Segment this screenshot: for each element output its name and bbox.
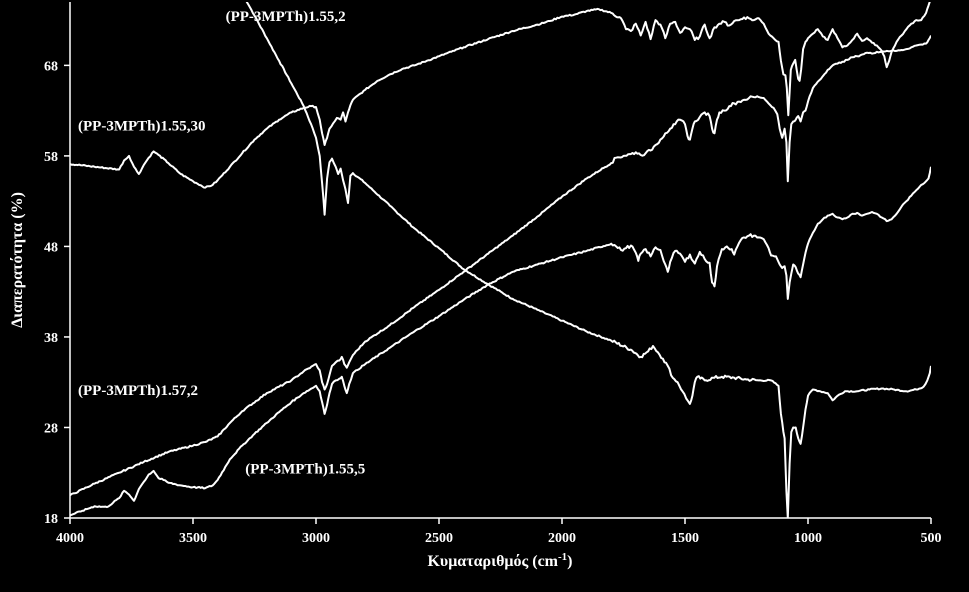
x-tick-label: 2500 xyxy=(425,531,453,546)
y-tick-label: 28 xyxy=(44,421,58,436)
series-line-3 xyxy=(70,35,931,497)
x-tick-label: 1000 xyxy=(794,531,822,546)
series-line-4 xyxy=(70,166,931,517)
x-axis-title-main: Κυματαριθμός (cm xyxy=(427,553,558,570)
series-label-1: (PP-3MPTh)1.55,2 xyxy=(226,9,346,25)
x-axis-title: Κυματαριθμός (cm-1) xyxy=(427,551,572,570)
series-label-2: (PP-3MPTh)1.55,30 xyxy=(78,119,205,135)
y-tick-label: 38 xyxy=(44,331,58,346)
x-tick-label: 3000 xyxy=(302,531,330,546)
y-tick-label: 18 xyxy=(44,512,58,527)
y-tick-label: 58 xyxy=(44,150,58,165)
y-tick-label: 48 xyxy=(44,240,58,255)
x-axis-title-superscript: -1 xyxy=(558,551,567,563)
x-axis-title-end: ) xyxy=(567,553,572,570)
x-tick-label: 4000 xyxy=(56,531,84,546)
x-tick-label: 2000 xyxy=(548,531,576,546)
x-tick-label: 1500 xyxy=(671,531,699,546)
y-axis-title: Διαπερατότητα (%) xyxy=(9,192,26,328)
y-tick-label: 68 xyxy=(44,59,58,74)
series-layer xyxy=(70,2,931,518)
x-tick-label: 500 xyxy=(921,531,942,546)
series-label-layer: (PP-3MPTh)1.55,2 (PP-3MPTh)1.55,30 (PP-3MP… xyxy=(78,9,365,478)
series-label-4: (PP-3MPTh)1.55,5 xyxy=(245,462,365,478)
x-tick-label: 3500 xyxy=(179,531,207,546)
series-line-1 xyxy=(245,2,931,518)
series-label-3: (PP-3MPTh)1.57,2 xyxy=(78,383,198,399)
series-line-2 xyxy=(70,2,931,189)
axis-layer: 4000 3500 3000 2500 2000 1500 1000 500 18 28 38 48 5… xyxy=(44,2,942,546)
